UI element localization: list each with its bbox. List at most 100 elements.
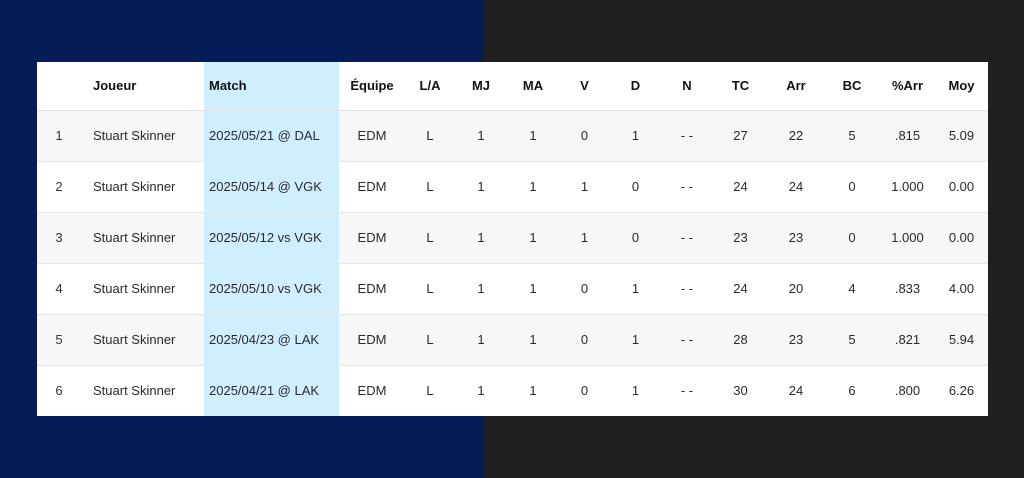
cell-mj: 1	[477, 383, 485, 399]
cell-bc: 5	[824, 314, 880, 366]
cell-bc: 5	[824, 110, 880, 162]
cell-v: 0	[559, 110, 610, 162]
header-match[interactable]: Match	[204, 62, 339, 111]
cell-bc: 0	[824, 212, 880, 264]
header-mj[interactable]: MJ	[455, 62, 507, 111]
cell-mj: 1	[455, 110, 507, 162]
cell-player[interactable]: Stuart Skinner	[81, 161, 204, 213]
cell-player[interactable]: Stuart Skinner	[81, 263, 204, 315]
cell-arr: 23	[768, 212, 824, 264]
cell-player[interactable]: Stuart Skinner	[93, 383, 176, 399]
cell-arr: 24	[788, 383, 804, 399]
cell-player[interactable]: Stuart Skinner	[81, 314, 204, 366]
header-team[interactable]: Équipe	[339, 62, 405, 111]
cell-la: L	[405, 212, 455, 264]
cell-n: - -	[661, 161, 713, 213]
cell-player[interactable]: Stuart Skinner	[81, 212, 204, 264]
cell-v: 1	[559, 212, 610, 264]
header-tc[interactable]: TC	[713, 62, 768, 111]
header-pct[interactable]: %Arr	[880, 62, 935, 111]
cell-bc: 0	[824, 161, 880, 213]
cell-rank: 5	[37, 314, 81, 366]
cell-team[interactable]: EDM	[339, 161, 405, 213]
header-n[interactable]: N	[661, 62, 713, 111]
cell-ma: 1	[507, 212, 559, 264]
cell-arr: 20	[768, 263, 824, 315]
table-row: 4 Stuart Skinner 2025/05/10 vs VGK EDM L 1 1 0 1…	[37, 263, 988, 315]
cell-moy: 6.26	[948, 383, 975, 399]
header-ma[interactable]: MA	[507, 62, 559, 111]
cell-n: - -	[661, 212, 713, 264]
cell-team[interactable]: EDM	[357, 383, 387, 399]
cell-moy: 0.00	[935, 212, 988, 264]
cell-la: L	[405, 314, 455, 366]
cell-pct: 1.000	[880, 212, 935, 264]
cell-mj: 1	[455, 161, 507, 213]
cell-match[interactable]: 2025/05/14 @ VGK	[204, 161, 339, 213]
cell-tc: 24	[713, 161, 768, 213]
cell-team[interactable]: EDM	[339, 212, 405, 264]
cell-tc: 30	[733, 383, 748, 399]
cell-tc: 27	[713, 110, 768, 162]
cell-ma: 1	[529, 383, 537, 399]
cell-ma: 1	[507, 161, 559, 213]
cell-pct: 1.000	[880, 161, 935, 213]
cell-match[interactable]: 2025/05/12 vs VGK	[204, 212, 339, 264]
cell-moy: 0.00	[935, 161, 988, 213]
cell-ma: 1	[507, 314, 559, 366]
cell-moy: 5.09	[935, 110, 988, 162]
cell-rank: 3	[37, 212, 81, 264]
cell-moy: 4.00	[935, 263, 988, 315]
header-player[interactable]: Joueur	[81, 62, 204, 111]
cell-d: 1	[631, 383, 640, 399]
header-rank[interactable]	[37, 62, 81, 111]
cell-match[interactable]: 2025/04/23 @ LAK	[204, 314, 339, 366]
cell-ma: 1	[507, 110, 559, 162]
cell-n: - -	[661, 314, 713, 366]
table-row: 1 Stuart Skinner 2025/05/21 @ DAL EDM L 1 1 0 1-…	[37, 110, 988, 162]
cell-player[interactable]: Stuart Skinner	[81, 110, 204, 162]
cell-rank: 6	[55, 383, 63, 399]
cell-match[interactable]: 2025/05/10 vs VGK	[204, 263, 339, 315]
cell-tc: 28	[713, 314, 768, 366]
cell-la: L	[405, 161, 455, 213]
cell-arr: 24	[768, 161, 824, 213]
cell-la: L	[405, 263, 455, 315]
header-bc[interactable]: BC	[824, 62, 880, 111]
stats-table-card: Joueur Match Équipe L/A MJ MA V D N TC A…	[37, 62, 988, 416]
cell-rank: 4	[37, 263, 81, 315]
cell-d: 1	[610, 110, 661, 162]
cell-d: 1	[610, 314, 661, 366]
cell-match[interactable]: 2025/05/21 @ DAL	[204, 110, 339, 162]
header-v[interactable]: V	[559, 62, 610, 111]
header-moy[interactable]: Moy	[935, 62, 988, 111]
cell-arr: 22	[768, 110, 824, 162]
cell-team[interactable]: EDM	[339, 314, 405, 366]
goalie-game-log-table: Joueur Match Équipe L/A MJ MA V D N TC A…	[37, 62, 988, 416]
cell-la: L	[426, 383, 434, 399]
cell-mj: 1	[455, 212, 507, 264]
cell-moy: 5.94	[935, 314, 988, 366]
cell-v: 0	[559, 314, 610, 366]
cell-tc: 24	[713, 263, 768, 315]
cell-ma: 1	[507, 263, 559, 315]
table-row: 3 Stuart Skinner 2025/05/12 vs VGK EDM L 1 1 1 0…	[37, 212, 988, 264]
cell-v: 1	[559, 161, 610, 213]
cell-v: 0	[559, 263, 610, 315]
cell-tc: 23	[713, 212, 768, 264]
cell-v: 0	[580, 383, 589, 399]
cell-team[interactable]: EDM	[339, 263, 405, 315]
cell-mj: 1	[455, 263, 507, 315]
header-arr[interactable]: Arr	[768, 62, 824, 111]
cell-pct: .800	[894, 383, 921, 399]
cell-bc: 6	[848, 383, 856, 399]
cell-la: L	[405, 110, 455, 162]
header-d[interactable]: D	[610, 62, 661, 111]
cell-rank: 1	[37, 110, 81, 162]
cell-team[interactable]: EDM	[339, 110, 405, 162]
cell-match[interactable]: 2025/04/21 @ LAK	[204, 365, 339, 416]
cell-d: 0	[610, 161, 661, 213]
cell-arr: 23	[768, 314, 824, 366]
cell-pct: .833	[880, 263, 935, 315]
header-la[interactable]: L/A	[405, 62, 455, 111]
